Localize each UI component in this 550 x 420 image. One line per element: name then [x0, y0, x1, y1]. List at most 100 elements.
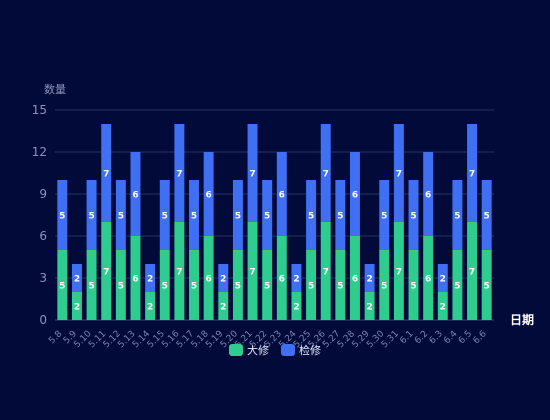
bars	[57, 124, 492, 320]
bar-segment-daxiu[interactable]	[71, 292, 82, 320]
data-label: 5	[454, 282, 460, 292]
bar-segment-daxiu[interactable]	[57, 250, 68, 320]
bar-segment-daxiu[interactable]	[350, 236, 360, 320]
data-label: 7	[103, 170, 109, 180]
bar-segment-jianxiu[interactable]	[101, 124, 112, 222]
bar-segment-jianxiu[interactable]	[364, 264, 375, 292]
bar-segment-jianxiu[interactable]	[306, 180, 317, 250]
bar-segment-jianxiu[interactable]	[335, 180, 346, 250]
bar-segment-daxiu[interactable]	[232, 250, 243, 320]
bar-segment-jianxiu[interactable]	[481, 180, 492, 250]
bar-segment-daxiu[interactable]	[467, 222, 478, 320]
data-label: 5	[59, 212, 65, 222]
bar-segment-daxiu[interactable]	[218, 292, 229, 320]
bar-segment-jianxiu[interactable]	[71, 264, 82, 292]
data-label: 6	[279, 275, 285, 285]
legend-item-1[interactable]: 检修	[281, 342, 321, 358]
data-label: 6	[352, 191, 358, 201]
bar-segment-jianxiu[interactable]	[57, 180, 68, 250]
data-label: 5	[59, 282, 65, 292]
bar-segment-daxiu[interactable]	[86, 250, 97, 320]
data-label: 5	[162, 282, 168, 292]
bar-segment-jianxiu[interactable]	[423, 152, 434, 236]
bar-segment-jianxiu[interactable]	[408, 180, 419, 250]
data-label: 5	[410, 282, 416, 292]
data-label: 2	[74, 303, 80, 313]
bar-segment-jianxiu[interactable]	[276, 152, 287, 236]
bar-segment-jianxiu[interactable]	[218, 264, 229, 292]
bar-segment-daxiu[interactable]	[130, 236, 141, 320]
bar-segment-jianxiu[interactable]	[174, 124, 185, 222]
data-label: 2	[74, 275, 80, 285]
bar-segment-jianxiu[interactable]	[130, 152, 141, 236]
bar-segment-jianxiu[interactable]	[350, 152, 360, 236]
data-label: 6	[279, 191, 285, 201]
bar-segment-daxiu[interactable]	[262, 250, 273, 320]
bar-segment-daxiu[interactable]	[408, 250, 419, 320]
legend-item-0[interactable]: 大修	[229, 342, 269, 358]
bar-segment-daxiu[interactable]	[115, 250, 126, 320]
legend-label: 大修	[247, 344, 269, 357]
data-label: 2	[293, 275, 299, 285]
bar-segment-jianxiu[interactable]	[393, 124, 404, 222]
data-label: 5	[235, 212, 241, 222]
bar-segment-jianxiu[interactable]	[437, 264, 448, 292]
bar-segment-daxiu[interactable]	[145, 292, 156, 320]
bar-segment-daxiu[interactable]	[423, 236, 434, 320]
data-label: 5	[410, 212, 416, 222]
data-label: 2	[366, 303, 372, 313]
bar-segment-jianxiu[interactable]	[247, 124, 258, 222]
bar-segment-jianxiu[interactable]	[232, 180, 243, 250]
bar-segment-daxiu[interactable]	[335, 250, 346, 320]
x-axis-title: 日期	[510, 312, 534, 327]
data-label: 5	[337, 212, 343, 222]
data-label: 5	[235, 282, 241, 292]
bar-segment-jianxiu[interactable]	[320, 124, 331, 222]
bar-segment-jianxiu[interactable]	[452, 180, 463, 250]
data-label: 7	[469, 268, 475, 278]
bar-segment-jianxiu[interactable]	[291, 264, 302, 292]
data-label: 2	[220, 303, 226, 313]
data-label: 6	[206, 191, 212, 201]
bar-segment-jianxiu[interactable]	[86, 180, 97, 250]
legend-swatch	[229, 344, 243, 356]
data-label: 7	[103, 268, 109, 278]
bar-segment-jianxiu[interactable]	[379, 180, 390, 250]
data-label: 7	[176, 170, 182, 180]
bar-segment-daxiu[interactable]	[291, 292, 302, 320]
bar-segment-daxiu[interactable]	[203, 236, 214, 320]
data-label: 6	[425, 191, 431, 201]
bar-segment-daxiu[interactable]	[393, 222, 404, 320]
data-label: 5	[337, 282, 343, 292]
data-label: 6	[352, 275, 358, 285]
bar-segment-daxiu[interactable]	[276, 236, 287, 320]
data-label: 7	[249, 170, 255, 180]
bar-segment-daxiu[interactable]	[437, 292, 448, 320]
bar-segment-daxiu[interactable]	[364, 292, 375, 320]
bar-segment-daxiu[interactable]	[159, 250, 170, 320]
bar-segment-daxiu[interactable]	[189, 250, 199, 320]
bar-segment-daxiu[interactable]	[174, 222, 185, 320]
bar-segment-daxiu[interactable]	[320, 222, 331, 320]
data-label: 5	[191, 282, 197, 292]
bar-segment-daxiu[interactable]	[452, 250, 463, 320]
data-label: 5	[162, 212, 168, 222]
bar-segment-daxiu[interactable]	[481, 250, 492, 320]
bar-segment-jianxiu[interactable]	[115, 180, 126, 250]
data-label: 5	[308, 212, 314, 222]
bar-segment-daxiu[interactable]	[379, 250, 390, 320]
bar-segment-jianxiu[interactable]	[145, 264, 156, 292]
data-label: 6	[132, 191, 138, 201]
bar-segment-daxiu[interactable]	[306, 250, 317, 320]
bar-segment-jianxiu[interactable]	[262, 180, 273, 250]
bar-segment-jianxiu[interactable]	[159, 180, 170, 250]
bar-segment-jianxiu[interactable]	[203, 152, 214, 236]
data-label: 5	[118, 282, 124, 292]
bar-segment-daxiu[interactable]	[247, 222, 258, 320]
bar-segment-jianxiu[interactable]	[467, 124, 478, 222]
y-tick-label: 0	[39, 313, 47, 327]
bar-segment-jianxiu[interactable]	[189, 180, 199, 250]
bar-segment-daxiu[interactable]	[101, 222, 112, 320]
legend: 大修 检修	[0, 342, 550, 358]
